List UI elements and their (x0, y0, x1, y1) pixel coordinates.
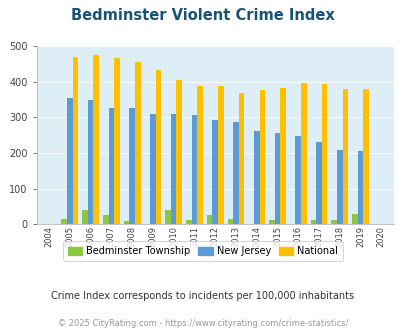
Bar (165, 210, 171, 224)
Bar (150, 114, 155, 224)
Bar (87, 100, 93, 224)
Bar (114, 58, 119, 224)
Bar (212, 120, 217, 224)
Bar (134, 62, 140, 224)
Bar (102, 215, 108, 224)
Bar (301, 82, 306, 224)
Bar (321, 84, 327, 224)
Bar (191, 115, 197, 224)
Bar (274, 133, 279, 224)
Bar (279, 87, 285, 224)
Bar (197, 86, 202, 224)
Bar (357, 150, 362, 224)
Bar (155, 70, 161, 224)
Legend: Bedminster Township, New Jersey, National: Bedminster Township, New Jersey, Nationa… (63, 241, 342, 261)
Bar (176, 80, 181, 224)
Bar (310, 220, 315, 224)
Bar (269, 220, 274, 224)
Bar (171, 114, 176, 224)
Bar (315, 143, 321, 224)
Bar (295, 136, 301, 224)
Bar (129, 108, 134, 224)
Bar (93, 55, 99, 224)
Text: Bedminster Violent Crime Index: Bedminster Violent Crime Index (71, 8, 334, 23)
Bar (238, 93, 244, 224)
Bar (259, 90, 264, 224)
Bar (185, 220, 191, 224)
Bar (67, 98, 72, 224)
Text: © 2025 CityRating.com - https://www.cityrating.com/crime-statistics/: © 2025 CityRating.com - https://www.city… (58, 319, 347, 328)
Bar (362, 89, 368, 224)
Bar (124, 221, 129, 224)
Bar (227, 219, 232, 224)
Bar (330, 220, 336, 224)
Bar (253, 131, 259, 224)
Bar (206, 215, 212, 224)
Bar (336, 149, 342, 224)
Bar (351, 214, 357, 224)
Bar (72, 57, 78, 224)
Bar (82, 210, 87, 224)
Bar (232, 122, 238, 224)
Bar (108, 108, 114, 224)
Bar (61, 219, 67, 224)
Bar (342, 89, 347, 224)
Text: Crime Index corresponds to incidents per 100,000 inhabitants: Crime Index corresponds to incidents per… (51, 291, 354, 301)
Bar (217, 86, 223, 224)
